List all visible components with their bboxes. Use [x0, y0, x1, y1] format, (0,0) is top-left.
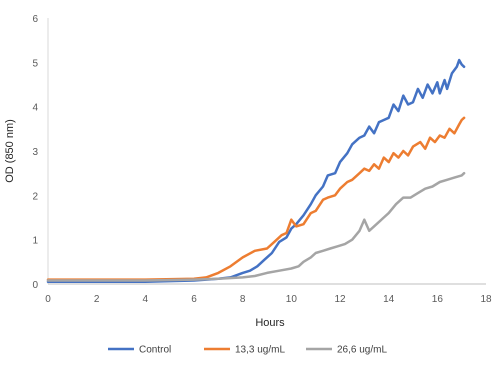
y-tick-label: 0 — [32, 280, 38, 291]
x-tick-label: 2 — [94, 294, 100, 305]
legend-label-2: 13,3 ug/mL — [235, 345, 285, 356]
series-line-2 — [46, 116, 466, 281]
x-tick-label: 0 — [45, 294, 51, 305]
series-line-3 — [46, 171, 466, 282]
y-tick-label: 6 — [32, 14, 38, 25]
x-tick-label: 12 — [334, 294, 346, 305]
x-axis-title: Hours — [255, 317, 285, 329]
legend: Control 13,3 ug/mL 26,6 ug/mL — [108, 345, 387, 356]
y-tick-labels: 0 1 2 3 4 5 6 — [32, 14, 38, 291]
y-tick-label: 3 — [32, 147, 38, 158]
x-tick-label: 4 — [143, 294, 149, 305]
series-layer — [46, 58, 466, 284]
x-tick-label: 8 — [240, 294, 246, 305]
x-tick-label: 14 — [383, 294, 395, 305]
series-line-1 — [46, 58, 466, 284]
y-tick-label: 1 — [32, 236, 38, 247]
y-tick-label: 4 — [32, 103, 38, 114]
x-tick-labels: 0 2 4 6 8 10 12 14 16 18 — [45, 294, 492, 305]
x-tick-label: 6 — [191, 294, 197, 305]
x-tick-label: 18 — [480, 294, 492, 305]
y-tick-label: 2 — [32, 191, 38, 202]
legend-label-3: 26,6 ug/mL — [337, 345, 387, 356]
y-tick-label: 5 — [32, 58, 38, 69]
x-tick-label: 10 — [286, 294, 298, 305]
y-axis-title: OD (850 nm) — [4, 119, 16, 183]
legend-label-1: Control — [139, 345, 171, 356]
x-tick-label: 16 — [432, 294, 444, 305]
